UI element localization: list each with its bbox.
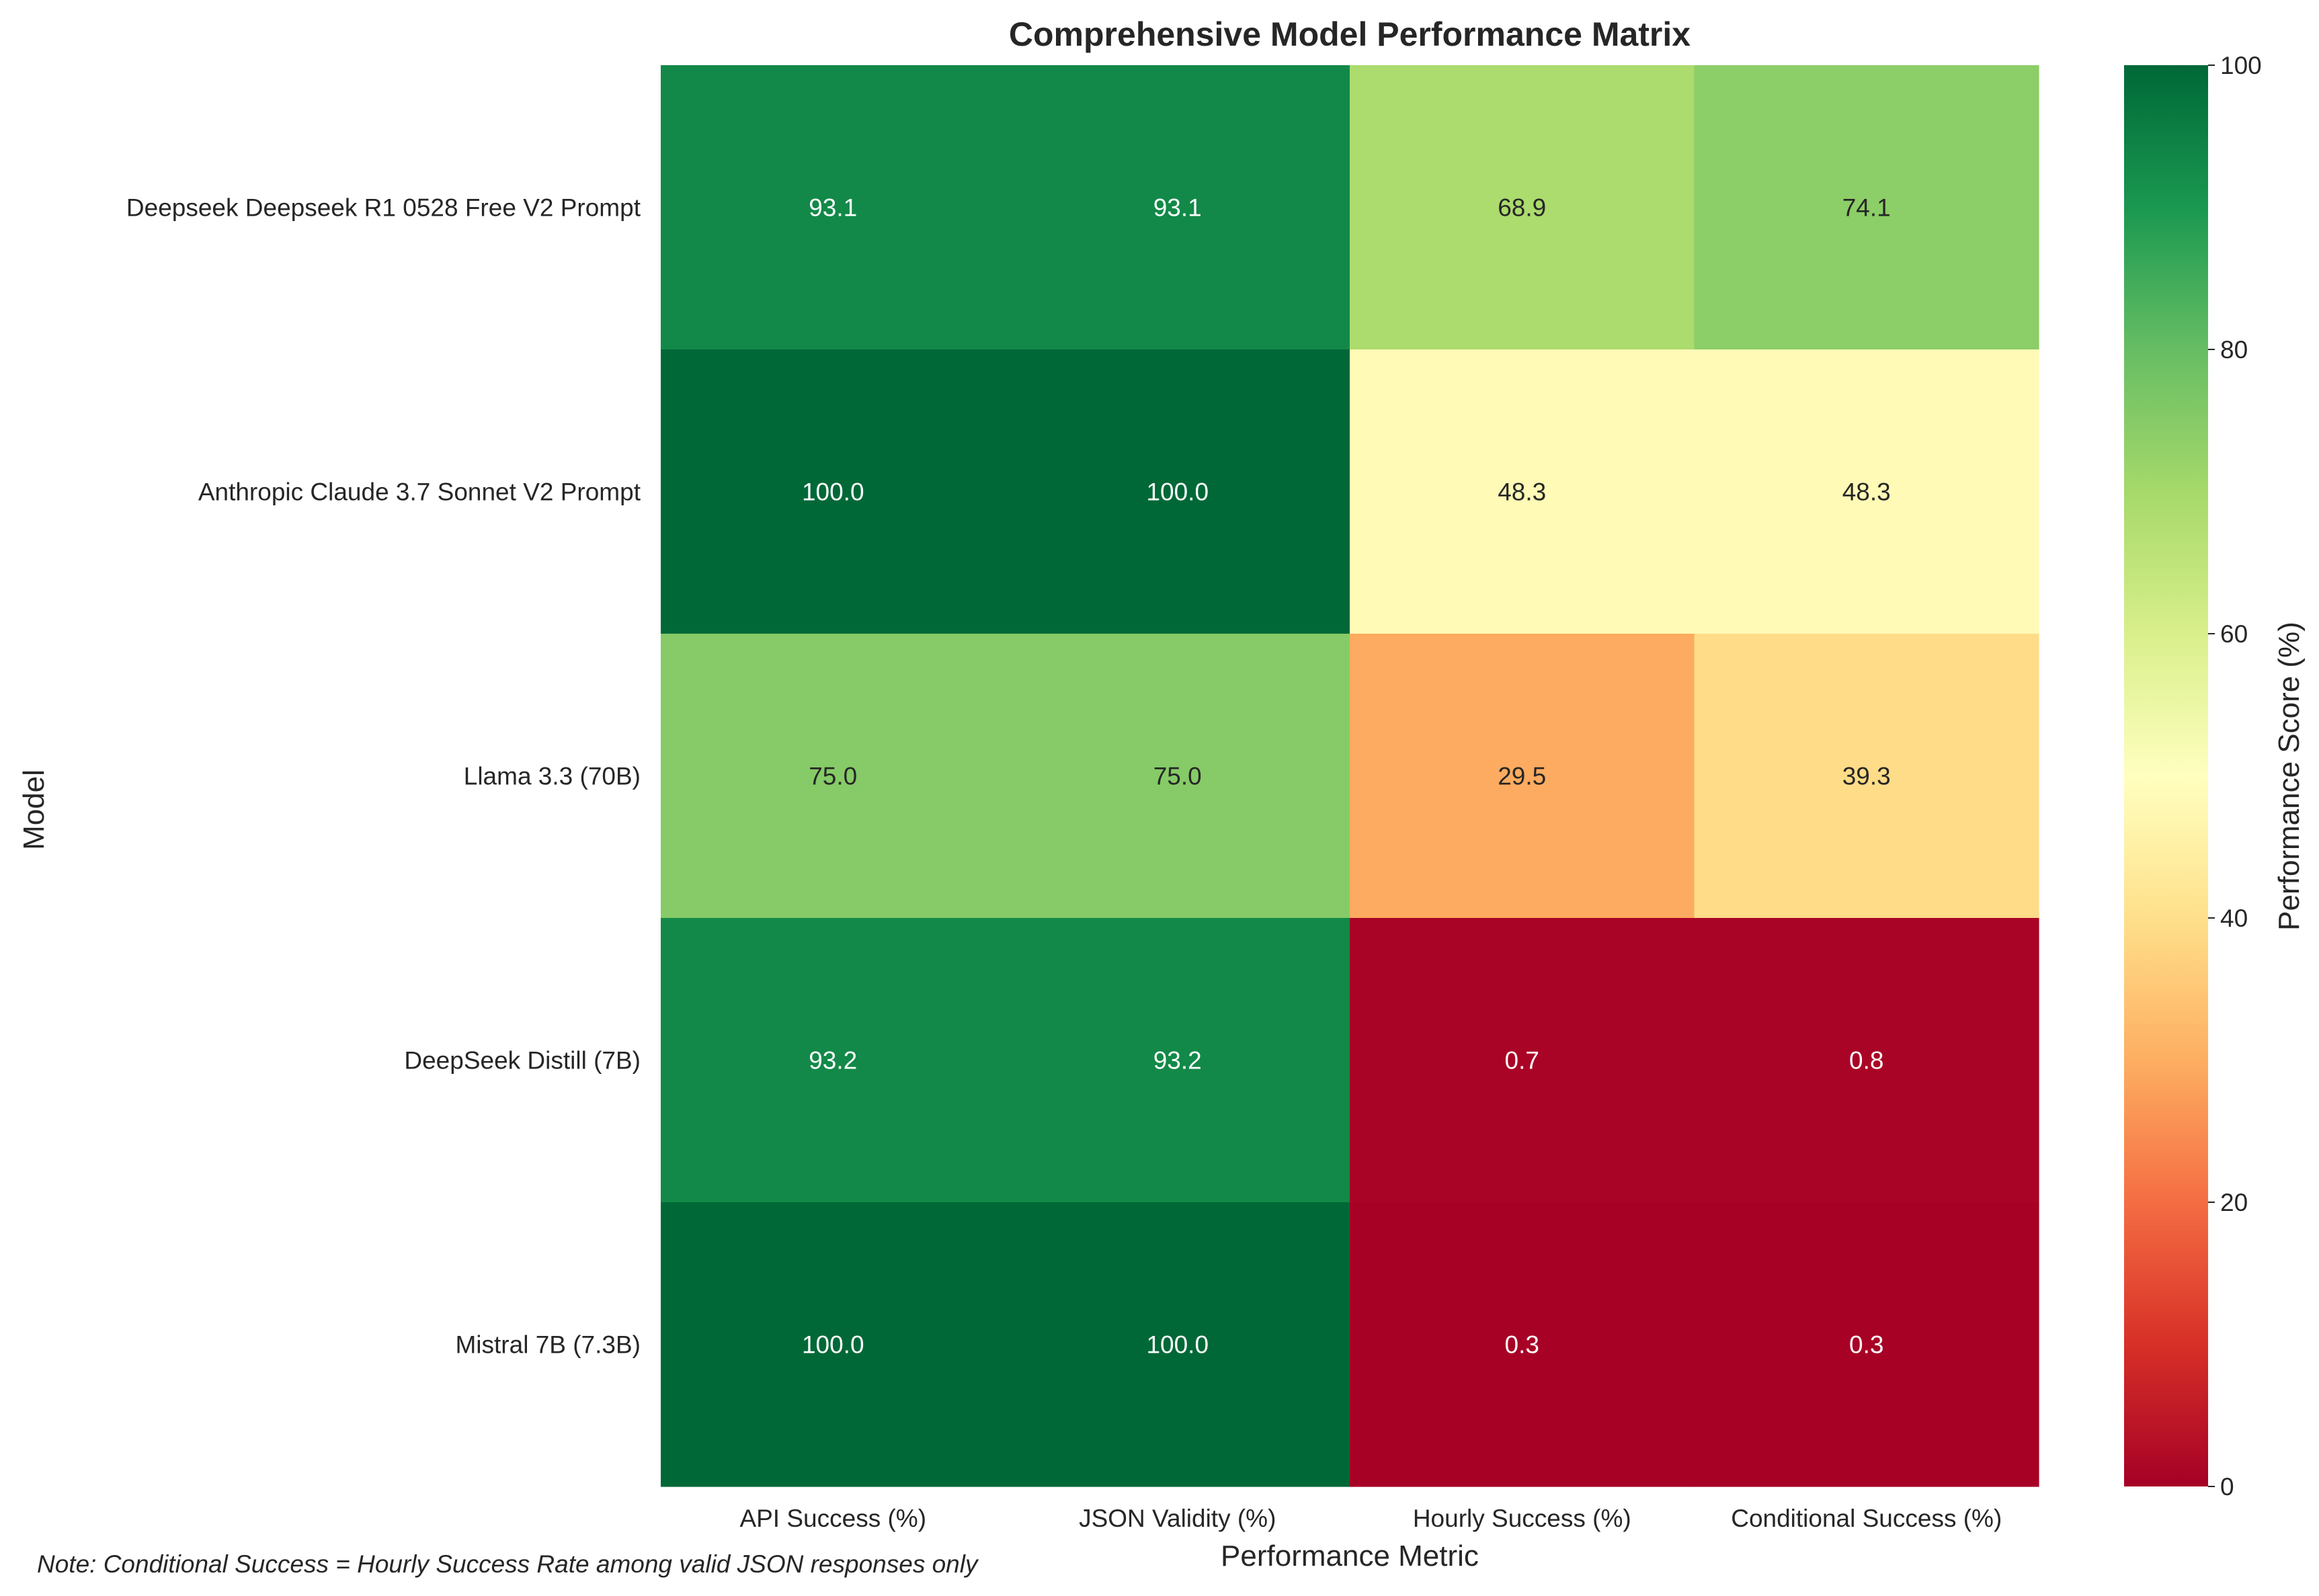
colorbar-ticks: 0 20 40 60 80 100 (2208, 52, 2262, 1501)
x-axis-label: Performance Metric (1221, 1540, 1479, 1572)
cell-value-label: 75.0 (809, 763, 857, 790)
colorbar-tick-label: 100 (2220, 52, 2262, 79)
colorbar-gradient (2124, 65, 2208, 1486)
colorbar-tick-label: 20 (2220, 1189, 2248, 1216)
cell-value-label: 48.3 (1842, 478, 1891, 506)
y-tick-label: Anthropic Claude 3.7 Sonnet V2 Prompt (198, 478, 641, 506)
y-tick-labels: Deepseek Deepseek R1 0528 Free V2 Prompt… (126, 194, 641, 1359)
colorbar-label: Performance Score (%) (2273, 622, 2306, 931)
x-tick-label: Conditional Success (%) (1731, 1505, 2002, 1532)
cell-value-label: 74.1 (1842, 194, 1891, 222)
chart-title: Comprehensive Model Performance Matrix (1009, 15, 1691, 53)
x-tick-label: API Success (%) (739, 1505, 926, 1532)
colorbar: 0 20 40 60 80 100 Performance Score (%) (2124, 52, 2306, 1501)
heatmap-cells: 93.1 93.1 68.9 74.1 100.0 100.0 48.3 48.3 75.0 75… (661, 65, 2039, 1487)
colorbar-tick-label: 60 (2220, 620, 2248, 648)
y-tick-label: Llama 3.3 (70B) (464, 763, 641, 790)
cell-value-label: 29.5 (1498, 763, 1546, 790)
footnote: Note: Conditional Success = Hourly Succe… (37, 1550, 979, 1578)
cell-value-label: 93.2 (1153, 1047, 1202, 1075)
cell-value-label: 0.8 (1849, 1047, 1883, 1075)
y-tick-label: Mistral 7B (7.3B) (455, 1331, 641, 1359)
cell-value-label: 100.0 (802, 478, 864, 506)
cell-value-label: 100.0 (1146, 478, 1209, 506)
cell-value-label: 93.2 (809, 1047, 857, 1075)
colorbar-tick-label: 80 (2220, 336, 2248, 364)
x-tick-label: Hourly Success (%) (1413, 1505, 1631, 1532)
cell-value-label: 0.7 (1505, 1047, 1539, 1075)
x-tick-labels: API Success (%) JSON Validity (%) Hourly S… (739, 1505, 2002, 1532)
cell-value-label: 100.0 (802, 1331, 864, 1359)
cell-value-label: 39.3 (1842, 763, 1891, 790)
y-axis-label: Model (17, 769, 50, 850)
cell-value-label: 100.0 (1146, 1331, 1209, 1359)
cell-value-label: 68.9 (1498, 194, 1546, 222)
cell-value-label: 75.0 (1153, 763, 1202, 790)
colorbar-tick-label: 0 (2220, 1473, 2234, 1501)
cell-value-label: 48.3 (1498, 478, 1546, 506)
y-tick-label: DeepSeek Distill (7B) (404, 1047, 641, 1075)
colorbar-tick-label: 40 (2220, 905, 2248, 932)
x-tick-label: JSON Validity (%) (1079, 1505, 1276, 1532)
cell-value-label: 0.3 (1505, 1331, 1539, 1359)
y-tick-label: Deepseek Deepseek R1 0528 Free V2 Prompt (126, 194, 641, 222)
cell-value-label: 93.1 (809, 194, 857, 222)
cell-value-label: 0.3 (1849, 1331, 1883, 1359)
cell-value-label: 93.1 (1153, 194, 1202, 222)
